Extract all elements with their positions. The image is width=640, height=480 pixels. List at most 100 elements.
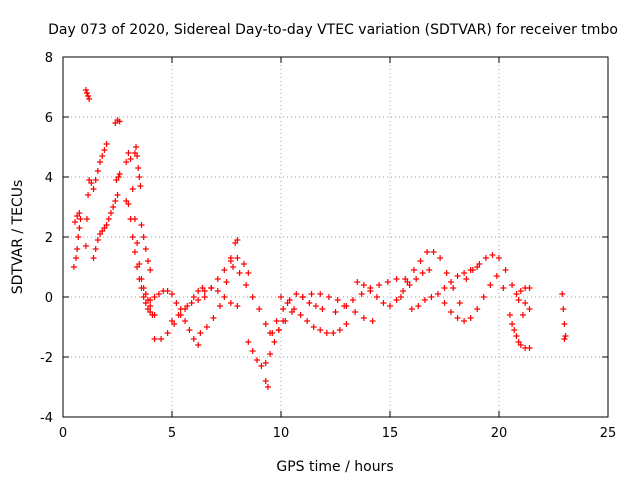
data-point (203, 324, 210, 330)
data-point (123, 159, 130, 165)
data-point (227, 255, 234, 261)
data-point (454, 315, 461, 321)
data-point (513, 333, 520, 339)
data-point (151, 336, 158, 342)
data-point (145, 258, 152, 264)
data-point (509, 282, 516, 288)
data-point (249, 348, 256, 354)
x-tick-label: 10 (273, 426, 290, 441)
data-point (245, 339, 252, 345)
data-point (221, 294, 228, 300)
data-point (234, 303, 241, 309)
data-point (267, 330, 274, 336)
data-point (387, 303, 393, 309)
data-point (258, 363, 265, 369)
data-point (76, 210, 83, 216)
data-point (334, 297, 341, 303)
data-point (127, 156, 134, 162)
data-point (509, 321, 516, 327)
data-point (426, 267, 433, 273)
data-point (526, 306, 533, 312)
data-point (70, 264, 77, 270)
data-point (513, 291, 520, 297)
data-point (349, 297, 356, 303)
data-point (341, 303, 348, 309)
data-point (306, 300, 313, 306)
plot-frame (62, 56, 609, 418)
data-point (275, 327, 282, 333)
data-point (393, 297, 400, 303)
data-point (430, 249, 437, 255)
data-point (354, 279, 361, 285)
data-point (99, 153, 106, 159)
data-point (142, 246, 149, 252)
data-point (127, 216, 134, 222)
data-point (284, 300, 291, 306)
data-point (245, 270, 252, 276)
x-tick-label: 0 (59, 426, 67, 441)
data-point (461, 318, 468, 324)
data-point (278, 294, 284, 300)
x-tick-label: 20 (491, 426, 508, 441)
data-point (517, 342, 524, 348)
data-point (262, 321, 269, 327)
data-point (264, 384, 271, 390)
data-point (83, 90, 90, 96)
data-point (417, 258, 424, 264)
data-point (249, 294, 256, 300)
data-point (234, 255, 241, 261)
data-point (384, 279, 391, 285)
data-point (134, 153, 141, 159)
data-point (424, 249, 431, 255)
data-point (82, 243, 89, 249)
data-point (291, 306, 298, 312)
data-point (487, 282, 494, 288)
data-point (376, 282, 383, 288)
data-point (234, 237, 241, 243)
y-tick-label: -2 (40, 351, 53, 366)
data-point (262, 378, 269, 384)
x-tick-label: 25 (600, 426, 617, 441)
y-tick-labels: -4 -2 0 2 4 6 8 (40, 51, 53, 426)
data-point (169, 318, 175, 324)
data-point (101, 147, 108, 153)
data-point (336, 327, 343, 333)
data-point (360, 315, 367, 321)
data-point (500, 285, 507, 291)
data-point (515, 297, 522, 303)
data-point (223, 279, 230, 285)
data-point (469, 267, 476, 273)
data-points (70, 87, 569, 390)
data-point (201, 294, 208, 300)
data-point (230, 264, 237, 270)
data-point (188, 300, 195, 306)
data-point (147, 297, 154, 303)
data-point (489, 252, 496, 258)
data-point (280, 306, 287, 312)
data-point (138, 222, 145, 228)
data-point (103, 141, 110, 147)
data-point (155, 291, 162, 297)
data-point (175, 312, 182, 318)
data-point (125, 150, 132, 156)
data-point (299, 294, 306, 300)
data-point (413, 276, 420, 282)
data-point (88, 180, 95, 186)
data-point (195, 288, 202, 294)
data-point (397, 294, 404, 300)
data-point (86, 96, 93, 102)
data-point (210, 315, 217, 321)
data-point (190, 294, 197, 300)
data-point (325, 294, 332, 300)
data-point (136, 174, 143, 180)
y-tick-label: 0 (45, 291, 53, 306)
y-tick-label: 8 (45, 51, 53, 66)
data-point (76, 225, 83, 231)
data-point (421, 297, 428, 303)
data-point (317, 291, 324, 297)
data-point (135, 165, 142, 171)
data-point (358, 291, 365, 297)
data-point (461, 270, 468, 276)
y-tick-label: 2 (45, 231, 53, 246)
data-point (186, 327, 193, 333)
